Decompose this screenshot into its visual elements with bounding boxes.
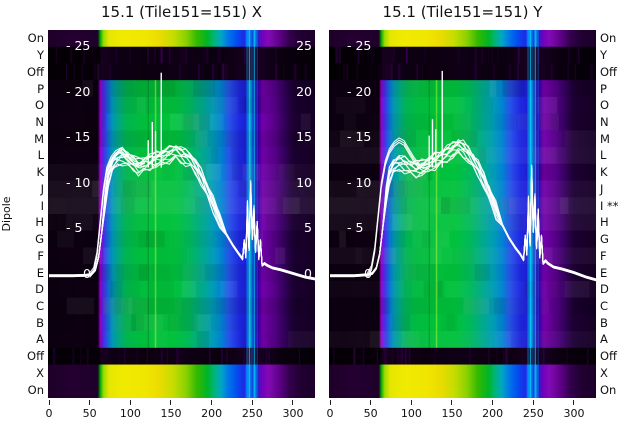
x-tick-mark <box>329 400 331 405</box>
left-panel-title: 15.1 (Tile151=151) X <box>100 3 262 21</box>
x-tick-mark <box>170 400 172 405</box>
x-tick-mark <box>48 400 50 405</box>
row-label-left: L <box>37 148 44 163</box>
x-tick-mark <box>129 400 131 405</box>
y-tick-label-right-edge: 15 <box>296 129 312 145</box>
row-label-right: D <box>600 282 609 297</box>
y-tick-label: - 15 <box>347 129 372 145</box>
x-tick-mark <box>492 400 494 405</box>
y-zero-label: 0 <box>83 266 91 281</box>
x-tick-mark <box>410 400 412 405</box>
x-tick-label: 300 <box>563 407 585 420</box>
row-label-left: E <box>36 265 44 280</box>
row-label-right: F <box>600 248 607 263</box>
row-label-right: I ** <box>600 198 619 213</box>
row-label-right: M <box>600 131 610 146</box>
x-tick-label: 150 <box>160 407 182 420</box>
row-label-right: C <box>600 299 609 313</box>
row-label-left: M <box>34 131 44 146</box>
row-label-left: H <box>35 215 44 230</box>
y-tick-label: - 20 <box>347 83 372 99</box>
x-tick-label: 100 <box>119 407 141 420</box>
row-label-left: P <box>37 81 44 96</box>
y-tick-label: - 5 <box>66 220 83 236</box>
row-label-left: O <box>34 98 44 113</box>
row-label-left: B <box>36 315 44 330</box>
x-tick-label: 300 <box>282 407 304 420</box>
y-tick-label-right-edge: 25 <box>296 38 312 53</box>
x-tick-mark <box>89 400 91 405</box>
row-label-right: J <box>600 181 604 196</box>
row-label-right: Y <box>600 48 608 63</box>
row-label-left: I <box>40 198 44 213</box>
heatmap-panel-x <box>48 30 315 398</box>
y-tick-label: - 20 <box>66 83 91 99</box>
x-tick-label: 200 <box>482 407 504 420</box>
y-tick-label-right-edge: 20 <box>296 83 312 99</box>
row-label-right: On <box>600 31 617 46</box>
row-label-right: X <box>600 365 608 380</box>
row-label-right: L <box>600 148 607 163</box>
row-label-right: On <box>600 382 617 397</box>
row-label-left: X <box>36 365 44 380</box>
x-tick-label: 150 <box>441 407 463 420</box>
y-tick-label-right-edge: 10 <box>296 174 312 190</box>
row-label-left: On <box>27 31 44 46</box>
x-tick-mark <box>451 400 453 405</box>
heatmap-panel-y <box>329 30 596 398</box>
row-label-left: Off <box>27 64 44 79</box>
row-label-right: K <box>600 165 608 180</box>
x-tick-mark <box>211 400 213 405</box>
y-tick-label: - 10 <box>66 174 91 190</box>
row-label-left: A <box>36 332 44 347</box>
row-label-right: Off <box>600 64 617 79</box>
row-label-right: Off <box>600 349 617 364</box>
row-label-right: G <box>600 232 609 247</box>
row-label-left: F <box>37 248 44 263</box>
row-label-left: Y <box>36 48 44 63</box>
x-tick-label: 200 <box>201 407 223 420</box>
row-label-left: D <box>35 282 44 297</box>
y-tick-label: - 15 <box>66 129 91 145</box>
x-tick-mark <box>251 400 253 405</box>
row-label-left: C <box>35 299 44 313</box>
x-tick-label: 0 <box>326 407 334 420</box>
x-tick-label: 50 <box>363 407 378 420</box>
x-tick-mark <box>573 400 575 405</box>
row-label-right: E <box>600 265 608 280</box>
y-tick-label: - 5 <box>347 220 364 236</box>
row-label-left: On <box>27 382 44 397</box>
row-label-left: G <box>35 232 44 247</box>
y-tick-label: - 25 <box>347 38 372 53</box>
row-label-left: N <box>35 115 44 129</box>
row-label-right: A <box>600 332 608 347</box>
y-zero-label: 0 <box>364 266 372 281</box>
x-tick-label: 250 <box>522 407 544 420</box>
x-tick-mark <box>532 400 534 405</box>
y-tick-label: - 25 <box>66 38 91 53</box>
y-tick-label: - 10 <box>347 174 372 190</box>
x-tick-mark <box>292 400 294 405</box>
x-tick-label: 0 <box>45 407 53 420</box>
x-tick-mark <box>370 400 372 405</box>
row-label-left: K <box>36 165 44 180</box>
y-zero-label-right-edge: 0 <box>304 266 312 281</box>
row-label-right: N <box>600 115 609 129</box>
x-tick-label: 50 <box>82 407 97 420</box>
row-label-left: J <box>40 181 44 196</box>
x-tick-label: 250 <box>241 407 263 420</box>
row-label-right: O <box>600 98 610 113</box>
right-panel-title: 15.1 (Tile151=151) Y <box>382 3 543 21</box>
row-label-left: Off <box>27 349 44 364</box>
x-tick-label: 100 <box>400 407 422 420</box>
row-label-right: H <box>600 215 609 230</box>
row-label-right: B <box>600 315 608 330</box>
y-tick-label-right-edge: 5 <box>304 220 312 236</box>
row-label-right: P <box>600 81 607 96</box>
